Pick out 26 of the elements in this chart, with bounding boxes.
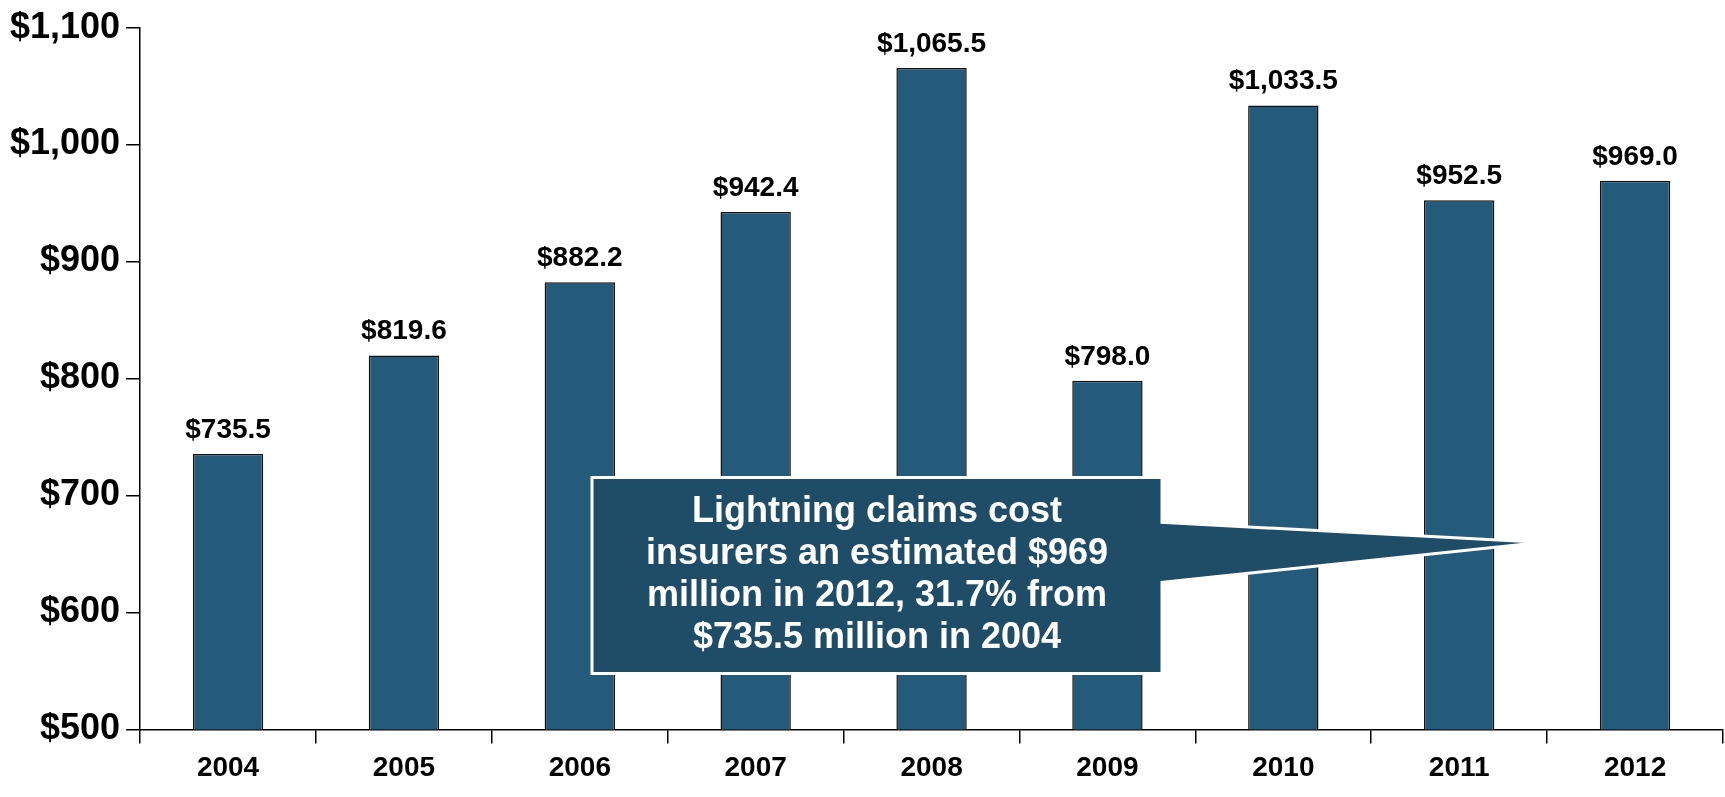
data-label: $882.2 bbox=[536, 241, 623, 273]
data-label: $798.0 bbox=[1064, 339, 1151, 371]
data-label: $942.4 bbox=[712, 170, 799, 202]
data-label: $1,033.5 bbox=[1228, 64, 1338, 96]
y-tick-label: $700 bbox=[40, 472, 121, 514]
x-tick-label: 2011 bbox=[1428, 750, 1490, 782]
x-tick-label: 2009 bbox=[1076, 750, 1139, 782]
y-tick-label: $600 bbox=[40, 589, 121, 631]
x-tick-label: 2012 bbox=[1603, 750, 1667, 782]
y-tick-label: $800 bbox=[40, 355, 121, 397]
annotation: Lightning claims cost insurers an estimated $969 million in 2012, 31.7% from $735.5 million in 2004 bbox=[645, 489, 1109, 657]
data-label: $735.5 bbox=[185, 412, 271, 444]
x-tick-label: 2008 bbox=[900, 750, 963, 782]
data-label: $1,065.5 bbox=[877, 26, 987, 58]
data-label: $969.0 bbox=[1592, 139, 1678, 171]
x-tick-label: 2006 bbox=[548, 750, 611, 782]
x-tick-label: 2004 bbox=[196, 750, 260, 782]
y-tick-label: $500 bbox=[40, 706, 121, 748]
x-tick-label: 2010 bbox=[1252, 750, 1315, 782]
data-label: $952.5 bbox=[1416, 158, 1503, 190]
y-tick-label: $1,100 bbox=[10, 4, 121, 46]
x-tick-label: 2005 bbox=[372, 750, 436, 782]
y-tick-label: $1,000 bbox=[10, 121, 121, 163]
y-tick-label: $900 bbox=[40, 238, 121, 280]
x-tick-label: 2007 bbox=[724, 750, 787, 782]
data-label: $819.6 bbox=[361, 314, 447, 346]
